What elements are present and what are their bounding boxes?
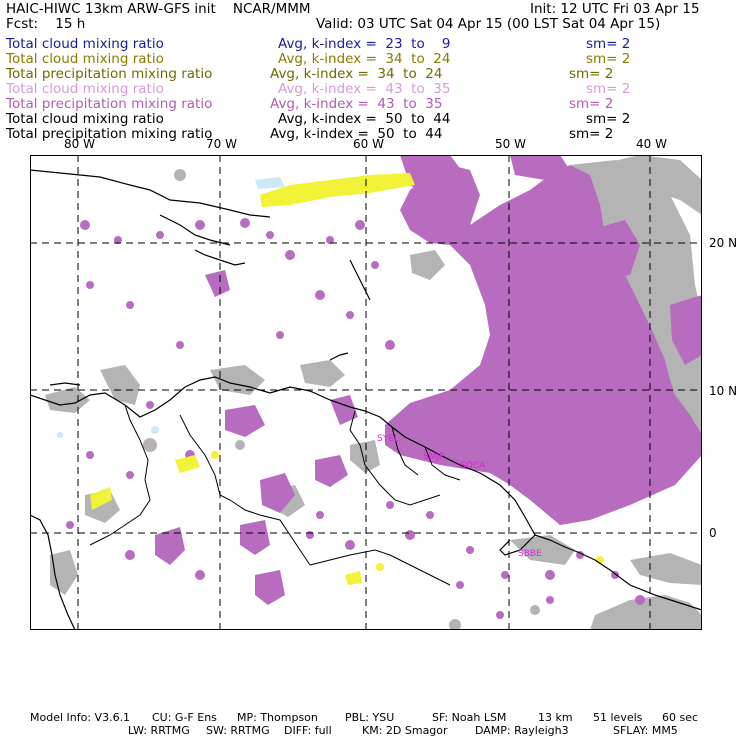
footer-lw: LW: RRTMG — [128, 724, 190, 737]
lon-label-60w: 60 W — [353, 137, 384, 151]
legend-field-name: Total cloud mixing ratio — [6, 36, 164, 52]
lat-label-10n: 10 N — [709, 384, 738, 398]
legend-smoothing: sm= 2 — [586, 81, 631, 97]
legend-field-name: Total cloud mixing ratio — [6, 111, 164, 127]
legend-k-index: Avg, k-index = 50 to 44 — [278, 111, 451, 127]
legend-row: Total cloud mixing ratio Avg, k-index = … — [6, 111, 736, 127]
legend-smoothing: sm= 2 — [586, 111, 631, 127]
lat-label-20n: 20 N — [709, 236, 738, 250]
legend-row: Total cloud mixing ratio Avg, k-index = … — [6, 36, 736, 52]
footer-damp: DAMP: Rayleigh3 — [475, 724, 569, 737]
legend-field-name: Total precipitation mixing ratio — [6, 96, 213, 112]
legend-field-name: Total cloud mixing ratio — [6, 51, 164, 67]
legend-row: Total precipitation mixing ratio Avg, k-… — [6, 126, 736, 142]
lon-label-80w: 80 W — [64, 137, 95, 151]
footer-mp: MP: Thompson — [237, 711, 318, 724]
footer-resolution: 13 km — [538, 711, 573, 724]
legend-smoothing: sm= 2 — [586, 36, 631, 52]
coastlines — [30, 169, 702, 630]
footer-timestep: 60 sec — [662, 711, 699, 724]
footer-cu: CU: G-F Ens — [152, 711, 217, 724]
legend-row: Total precipitation mixing ratio Avg, k-… — [6, 66, 736, 82]
lon-label-70w: 70 W — [206, 137, 237, 151]
legend-k-index: Avg, k-index = 34 to 24 — [270, 66, 443, 82]
legend-field-name: Total precipitation mixing ratio — [6, 126, 213, 142]
plot-title: HAIC-HIWC 13km ARW-GFS init NCAR/MMM — [6, 1, 311, 17]
lat-label-0: 0 — [709, 526, 717, 540]
legend-row: Total precipitation mixing ratio Avg, k-… — [6, 96, 736, 112]
footer-sflay: SFLAY: MM5 — [613, 724, 678, 737]
footer-sw: SW: RRTMG — [206, 724, 270, 737]
legend-field-name: Total cloud mixing ratio — [6, 81, 164, 97]
map-frame — [30, 155, 702, 630]
lon-label-40w: 40 W — [636, 137, 667, 151]
legend-row: Total cloud mixing ratio Avg, k-index = … — [6, 51, 736, 67]
legend-k-index: Avg, k-index = 23 to 9 — [278, 36, 451, 52]
legend-k-index: Avg, k-index = 50 to 44 — [270, 126, 443, 142]
forecast-hour: Fcst: 15 h — [6, 16, 86, 32]
legend-smoothing: sm= 2 — [569, 126, 614, 142]
station-label: SOCA — [460, 461, 486, 471]
legend-smoothing: sm= 2 — [569, 66, 614, 82]
init-time: Init: 12 UTC Fri 03 Apr 15 — [530, 1, 700, 17]
station-label: SMJP — [423, 452, 445, 462]
legend-k-index: Avg, k-index = 43 to 35 — [278, 81, 451, 97]
footer-sf: SF: Noah LSM — [432, 711, 507, 724]
legend-row: Total cloud mixing ratio Avg, k-index = … — [6, 81, 736, 97]
legend-k-index: Avg, k-index = 34 to 24 — [278, 51, 451, 67]
station-label: SYEL — [377, 434, 399, 444]
footer-diff: DIFF: full — [284, 724, 332, 737]
valid-time: Valid: 03 UTC Sat 04 Apr 15 (00 LST Sat … — [316, 16, 661, 32]
footer-model-info: Model Info: V3.6.1 — [30, 711, 131, 724]
legend-k-index: Avg, k-index = 43 to 35 — [270, 96, 443, 112]
legend-field-name: Total precipitation mixing ratio — [6, 66, 213, 82]
footer-levels: 51 levels — [593, 711, 643, 724]
light-blue-cloud-field — [57, 177, 285, 438]
legend-smoothing: sm= 2 — [586, 51, 631, 67]
yellow-cloud-field — [90, 173, 604, 585]
lon-label-50w: 50 W — [495, 137, 526, 151]
lat-lon-grid — [30, 155, 702, 630]
forecast-map: SYEL SMJP SOCA SBBE — [30, 155, 702, 630]
station-label: SBBE — [518, 549, 542, 559]
borders — [89, 404, 461, 586]
station-markers: SYEL SMJP SOCA SBBE — [377, 434, 542, 559]
magenta-scattered-cells — [66, 218, 645, 619]
magenta-cloud-field — [155, 155, 702, 605]
footer-km: KM: 2D Smagor — [362, 724, 448, 737]
footer-pbl: PBL: YSU — [345, 711, 395, 724]
legend-smoothing: sm= 2 — [569, 96, 614, 112]
